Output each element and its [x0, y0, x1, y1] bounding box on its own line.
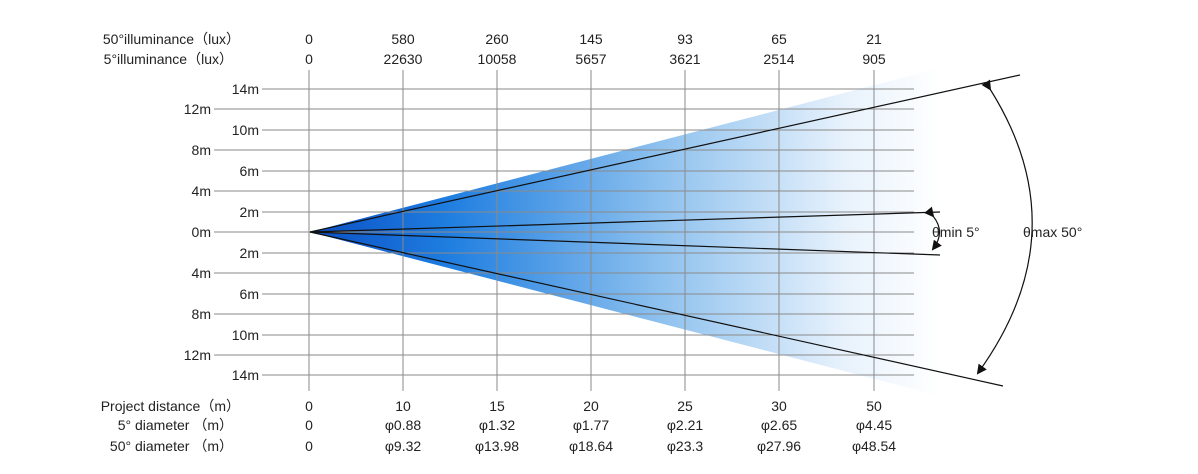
y-label-10m-bottom: 10m — [232, 327, 259, 343]
lux50-row-label: 50°illuminance（lux） — [103, 31, 240, 47]
lux50-value: 21 — [866, 31, 882, 47]
y-label-8m-top: 8m — [192, 142, 211, 158]
d5-value: φ4.45 — [856, 417, 893, 433]
d50-value: φ18.64 — [569, 438, 613, 454]
y-label-2m-bottom: 2m — [240, 245, 259, 261]
d50-value: φ48.54 — [852, 438, 896, 454]
d50-value: φ23.3 — [667, 438, 704, 454]
d50-row-label: 50° diameter （m） — [110, 438, 233, 454]
y-label-14m-bottom: 14m — [232, 367, 259, 383]
distance-value: 25 — [677, 398, 693, 414]
d50-values: 0 φ9.32 φ13.98 φ18.64 φ23.3 φ27.96 φ48.5… — [305, 438, 896, 454]
y-label-6m-bottom: 6m — [240, 286, 259, 302]
distance-values: 0 10 15 20 25 30 50 — [305, 398, 882, 414]
d5-value: φ1.32 — [479, 417, 516, 433]
distance-row-label: Project distance（m） — [101, 398, 240, 414]
d5-value: φ1.77 — [573, 417, 610, 433]
distance-value: 20 — [583, 398, 599, 414]
d5-value: φ0.88 — [385, 417, 422, 433]
lux50-value: 145 — [579, 31, 603, 47]
d50-value: φ27.96 — [757, 438, 801, 454]
lux50-value: 580 — [391, 31, 415, 47]
beam-boundaries — [309, 74, 1021, 387]
d5-value: φ2.65 — [761, 417, 798, 433]
d50-value: φ9.32 — [385, 438, 422, 454]
d5-row-label: 5° diameter （m） — [118, 417, 233, 433]
d50-value: φ13.98 — [475, 438, 519, 454]
lux5-value: 3621 — [669, 51, 700, 67]
lux50-value: 0 — [305, 31, 313, 47]
lux5-value: 5657 — [575, 51, 606, 67]
lux5-value: 2514 — [763, 51, 794, 67]
lux5-value: 0 — [305, 51, 313, 67]
lux5-values: 0 22630 10058 5657 3621 2514 905 — [305, 51, 886, 67]
d50-value: 0 — [305, 438, 313, 454]
y-label-8m-bottom: 8m — [192, 306, 211, 322]
max-angle-label: θmax 50° — [1023, 224, 1082, 240]
lux50-values: 0 580 260 145 93 65 21 — [305, 31, 882, 47]
y-label-4m-top: 4m — [192, 183, 211, 199]
d5-values: 0 φ0.88 φ1.32 φ1.77 φ2.21 φ2.65 φ4.45 — [305, 417, 892, 433]
vertical-gridlines — [308, 70, 875, 391]
lux5-value: 905 — [862, 51, 886, 67]
beam-5-lower-edge — [309, 231, 941, 256]
y-label-10m-top: 10m — [232, 122, 259, 138]
d5-value: 0 — [305, 417, 313, 433]
y-label-12m-top: 12m — [184, 101, 211, 117]
d5-value: φ2.21 — [667, 417, 704, 433]
lux50-value: 65 — [771, 31, 787, 47]
min-angle-arc — [924, 206, 942, 251]
lux5-value: 10058 — [478, 51, 517, 67]
max-angle-arc — [976, 79, 1033, 375]
y-label-6m-top: 6m — [240, 163, 259, 179]
distance-value: 50 — [866, 398, 882, 414]
y-label-4m-bottom: 4m — [192, 265, 211, 281]
lux50-value: 260 — [485, 31, 509, 47]
y-label-0m: 0m — [192, 224, 211, 240]
lux50-value: 93 — [677, 31, 693, 47]
distance-value: 0 — [305, 398, 313, 414]
y-axis-labels: 14m 12m 10m 8m 6m 4m 2m 0m 2m 4m 6m 8m 1… — [184, 81, 259, 383]
beam-50-upper-edge — [309, 74, 1021, 233]
lux5-value: 22630 — [384, 51, 423, 67]
beam-5-upper-edge — [309, 211, 941, 233]
y-label-2m-top: 2m — [240, 204, 259, 220]
min-angle-label: θmin 5° — [932, 224, 980, 240]
lux5-row-label: 5°illuminance（lux） — [104, 51, 233, 67]
y-label-12m-bottom: 12m — [184, 347, 211, 363]
beam-50-lower-edge — [309, 231, 1004, 387]
distance-value: 10 — [395, 398, 411, 414]
distance-value: 15 — [489, 398, 505, 414]
distance-value: 30 — [771, 398, 787, 414]
y-label-14m-top: 14m — [232, 81, 259, 97]
